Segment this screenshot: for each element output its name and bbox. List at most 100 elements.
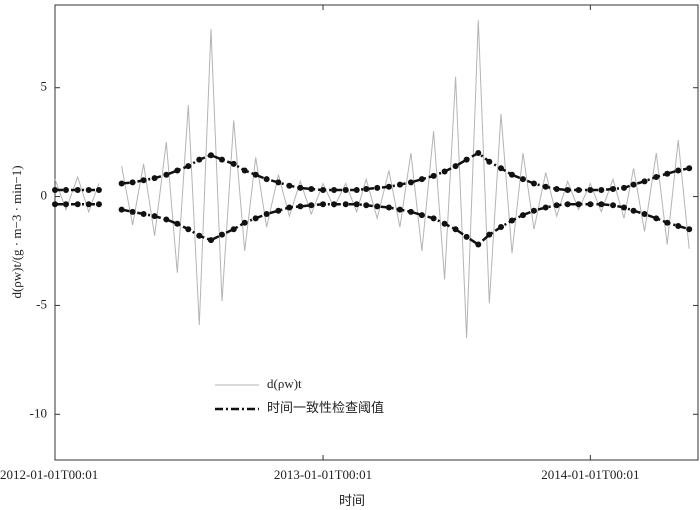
- y-tick-label: -10: [30, 405, 47, 420]
- threshold-marker: [174, 167, 181, 174]
- legend-label: d(ρw)t: [267, 376, 302, 391]
- threshold-marker: [610, 185, 617, 192]
- threshold-marker: [196, 156, 203, 163]
- threshold-marker: [653, 215, 660, 222]
- threshold-marker: [664, 219, 671, 226]
- signal-line: [54, 175, 100, 214]
- threshold-marker: [452, 226, 459, 233]
- threshold-marker: [675, 222, 682, 229]
- threshold-line: [121, 202, 690, 247]
- threshold-marker: [641, 178, 648, 185]
- threshold-marker: [151, 175, 158, 182]
- threshold-marker: [653, 173, 660, 180]
- threshold-marker: [353, 201, 360, 208]
- x-tick-label: 2014-01-01T00:01: [541, 467, 639, 482]
- signal-line: [121, 20, 690, 339]
- threshold-marker: [497, 224, 504, 231]
- threshold-marker: [129, 179, 136, 186]
- threshold-marker: [342, 187, 349, 194]
- threshold-marker: [508, 217, 515, 224]
- y-axis-label: d(ρw)t/(g · m−3 · min−1): [9, 165, 24, 298]
- threshold-marker: [62, 201, 69, 208]
- threshold-marker: [218, 156, 225, 163]
- threshold-marker: [275, 179, 282, 186]
- threshold-marker: [385, 183, 392, 190]
- threshold-marker: [385, 204, 392, 211]
- threshold-marker: [575, 187, 582, 194]
- threshold-marker: [286, 182, 293, 189]
- threshold-marker: [275, 207, 282, 214]
- threshold-marker: [151, 213, 158, 220]
- threshold-marker: [74, 187, 81, 194]
- threshold-marker: [85, 201, 92, 208]
- threshold-marker: [430, 172, 437, 179]
- threshold-marker: [331, 187, 338, 194]
- threshold-marker: [207, 152, 214, 159]
- threshold-marker: [52, 201, 58, 208]
- threshold-marker: [530, 180, 537, 187]
- threshold-marker: [297, 184, 304, 191]
- threshold-marker: [163, 171, 170, 178]
- threshold-marker: [263, 210, 270, 217]
- threshold-marker: [430, 215, 437, 222]
- threshold-marker: [463, 156, 470, 163]
- threshold-marker: [363, 185, 370, 192]
- x-tick-label: 2013-01-01T00:01: [274, 467, 372, 482]
- y-tick-label: -5: [36, 296, 47, 311]
- threshold-marker: [686, 226, 693, 233]
- threshold-marker: [486, 231, 493, 238]
- threshold-marker: [129, 208, 136, 215]
- threshold-marker: [519, 176, 526, 183]
- threshold-marker: [241, 219, 248, 226]
- threshold-marker: [407, 179, 414, 186]
- y-tick-label: 0: [41, 188, 48, 203]
- threshold-marker: [641, 210, 648, 217]
- threshold-marker: [140, 210, 147, 217]
- threshold-marker: [564, 201, 571, 208]
- threshold-marker: [286, 204, 293, 211]
- threshold-marker: [441, 220, 448, 227]
- threshold-marker: [587, 201, 594, 208]
- threshold-marker: [542, 183, 549, 190]
- threshold-marker: [587, 187, 594, 194]
- threshold-marker: [95, 187, 102, 194]
- threshold-marker: [230, 226, 237, 233]
- threshold-marker: [331, 201, 338, 208]
- threshold-marker: [118, 206, 125, 213]
- threshold-marker: [407, 208, 414, 215]
- x-axis-label: 时间: [339, 493, 365, 508]
- threshold-marker: [218, 231, 225, 238]
- threshold-marker: [353, 187, 360, 194]
- threshold-marker: [621, 184, 628, 191]
- threshold-marker: [463, 233, 470, 240]
- legend-label: 时间一致性检查阈值: [267, 400, 384, 415]
- threshold-marker: [174, 220, 181, 227]
- threshold-marker: [630, 181, 637, 188]
- threshold-marker: [363, 202, 370, 209]
- threshold-marker: [519, 212, 526, 219]
- threshold-marker: [598, 187, 605, 194]
- threshold-marker: [62, 187, 69, 194]
- threshold-marker: [252, 171, 259, 178]
- threshold-marker: [252, 215, 259, 222]
- threshold-marker: [553, 202, 560, 209]
- threshold-marker: [686, 165, 693, 172]
- threshold-marker: [564, 187, 571, 194]
- threshold-marker: [475, 150, 482, 157]
- threshold-marker: [418, 176, 425, 183]
- threshold-marker: [675, 167, 682, 174]
- threshold-marker: [185, 226, 192, 233]
- threshold-marker: [241, 167, 248, 174]
- threshold-marker: [118, 180, 125, 187]
- threshold-marker: [621, 204, 628, 211]
- threshold-marker: [74, 201, 81, 208]
- threshold-marker: [140, 177, 147, 184]
- threshold-line: [121, 151, 690, 192]
- threshold-marker: [374, 184, 381, 191]
- threshold-marker: [598, 201, 605, 208]
- threshold-marker: [664, 170, 671, 177]
- threshold-marker: [163, 216, 170, 223]
- threshold-marker: [320, 187, 327, 194]
- threshold-marker: [475, 241, 482, 248]
- threshold-marker: [575, 201, 582, 208]
